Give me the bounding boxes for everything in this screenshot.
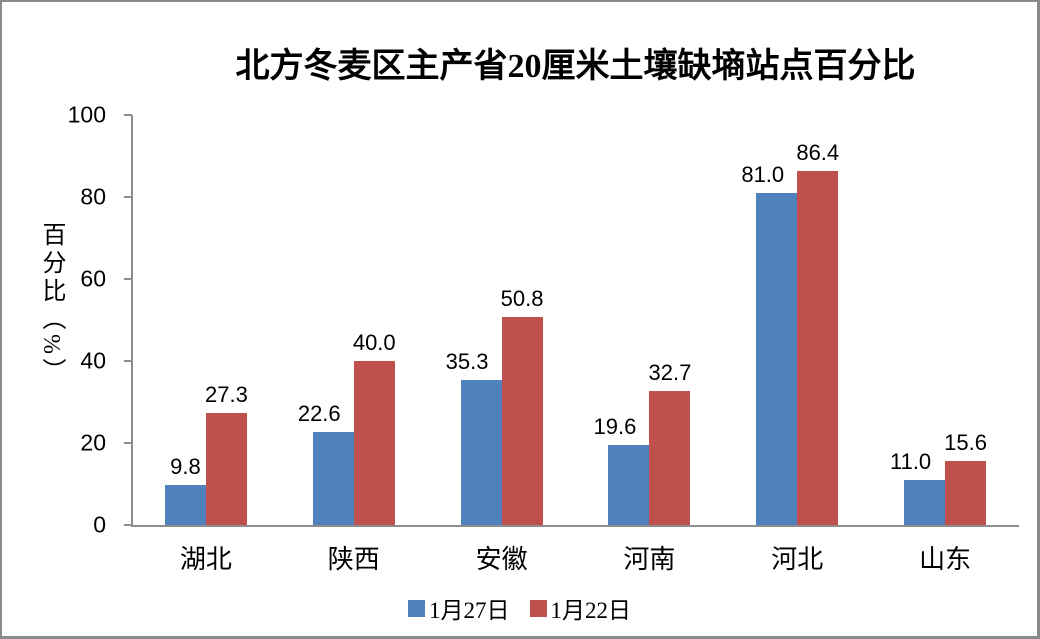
- plot-area: [133, 115, 1018, 525]
- data-label: 50.8: [500, 285, 544, 311]
- y-tick-label: 0: [93, 511, 106, 538]
- x-category-label: 陕西: [327, 545, 380, 574]
- x-axis-line: [131, 525, 1019, 527]
- x-category-label: 湖北: [179, 545, 232, 574]
- data-label: 40.0: [352, 330, 396, 355]
- x-category-label: 山东: [919, 545, 972, 574]
- data-label: 86.4: [796, 139, 840, 165]
- y-tick-label: 40: [80, 347, 106, 374]
- y-tick-mark: [124, 114, 132, 116]
- x-category-label: 安徽: [475, 545, 528, 574]
- bar: [460, 380, 502, 525]
- bar: [945, 461, 987, 525]
- legend-label: 1月27日: [429, 598, 510, 623]
- data-label: 19.6: [593, 413, 637, 439]
- data-label: 9.8: [170, 453, 201, 479]
- y-tick-mark: [124, 278, 132, 280]
- y-tick-mark: [124, 442, 132, 444]
- chart-title: 北方冬麦区主产省20厘米土壤缺墒站点百分比: [235, 48, 916, 85]
- y-tick-mark: [124, 360, 132, 362]
- legend-swatch: [408, 599, 425, 617]
- x-category-label: 河南: [623, 545, 676, 574]
- y-tick-label: 100: [67, 101, 106, 128]
- bar: [608, 444, 650, 525]
- y-axis-line: [131, 115, 133, 527]
- x-category-label: 河北: [771, 545, 824, 574]
- bar: [353, 361, 395, 525]
- data-label: 35.3: [445, 349, 489, 375]
- y-axis-title: 百分比（%）: [38, 222, 64, 386]
- y-tick-mark: [124, 524, 132, 526]
- data-label: 27.3: [204, 382, 248, 408]
- bar: [904, 479, 946, 525]
- y-tick-mark: [124, 196, 132, 198]
- legend: 1月27日 1月22日: [2, 591, 1037, 625]
- data-label: 32.7: [648, 359, 692, 385]
- bar: [501, 316, 543, 525]
- legend-swatch: [529, 599, 547, 617]
- data-label: 22.6: [297, 401, 341, 427]
- legend-item: 1月22日: [529, 591, 632, 625]
- bar: [797, 170, 839, 525]
- bar: [205, 413, 247, 525]
- legend-item: 1月27日: [408, 591, 510, 625]
- data-label: 11.0: [889, 448, 932, 474]
- y-tick-label: 60: [80, 265, 106, 292]
- data-label: 81.0: [741, 161, 785, 187]
- y-tick-label: 20: [80, 429, 106, 456]
- bar: [164, 484, 206, 525]
- bar: [756, 192, 798, 525]
- y-tick-label: 80: [80, 183, 106, 210]
- data-label: 15.6: [944, 430, 987, 456]
- legend-label: 1月22日: [550, 598, 632, 623]
- bar: [312, 432, 354, 525]
- bar: [649, 390, 691, 525]
